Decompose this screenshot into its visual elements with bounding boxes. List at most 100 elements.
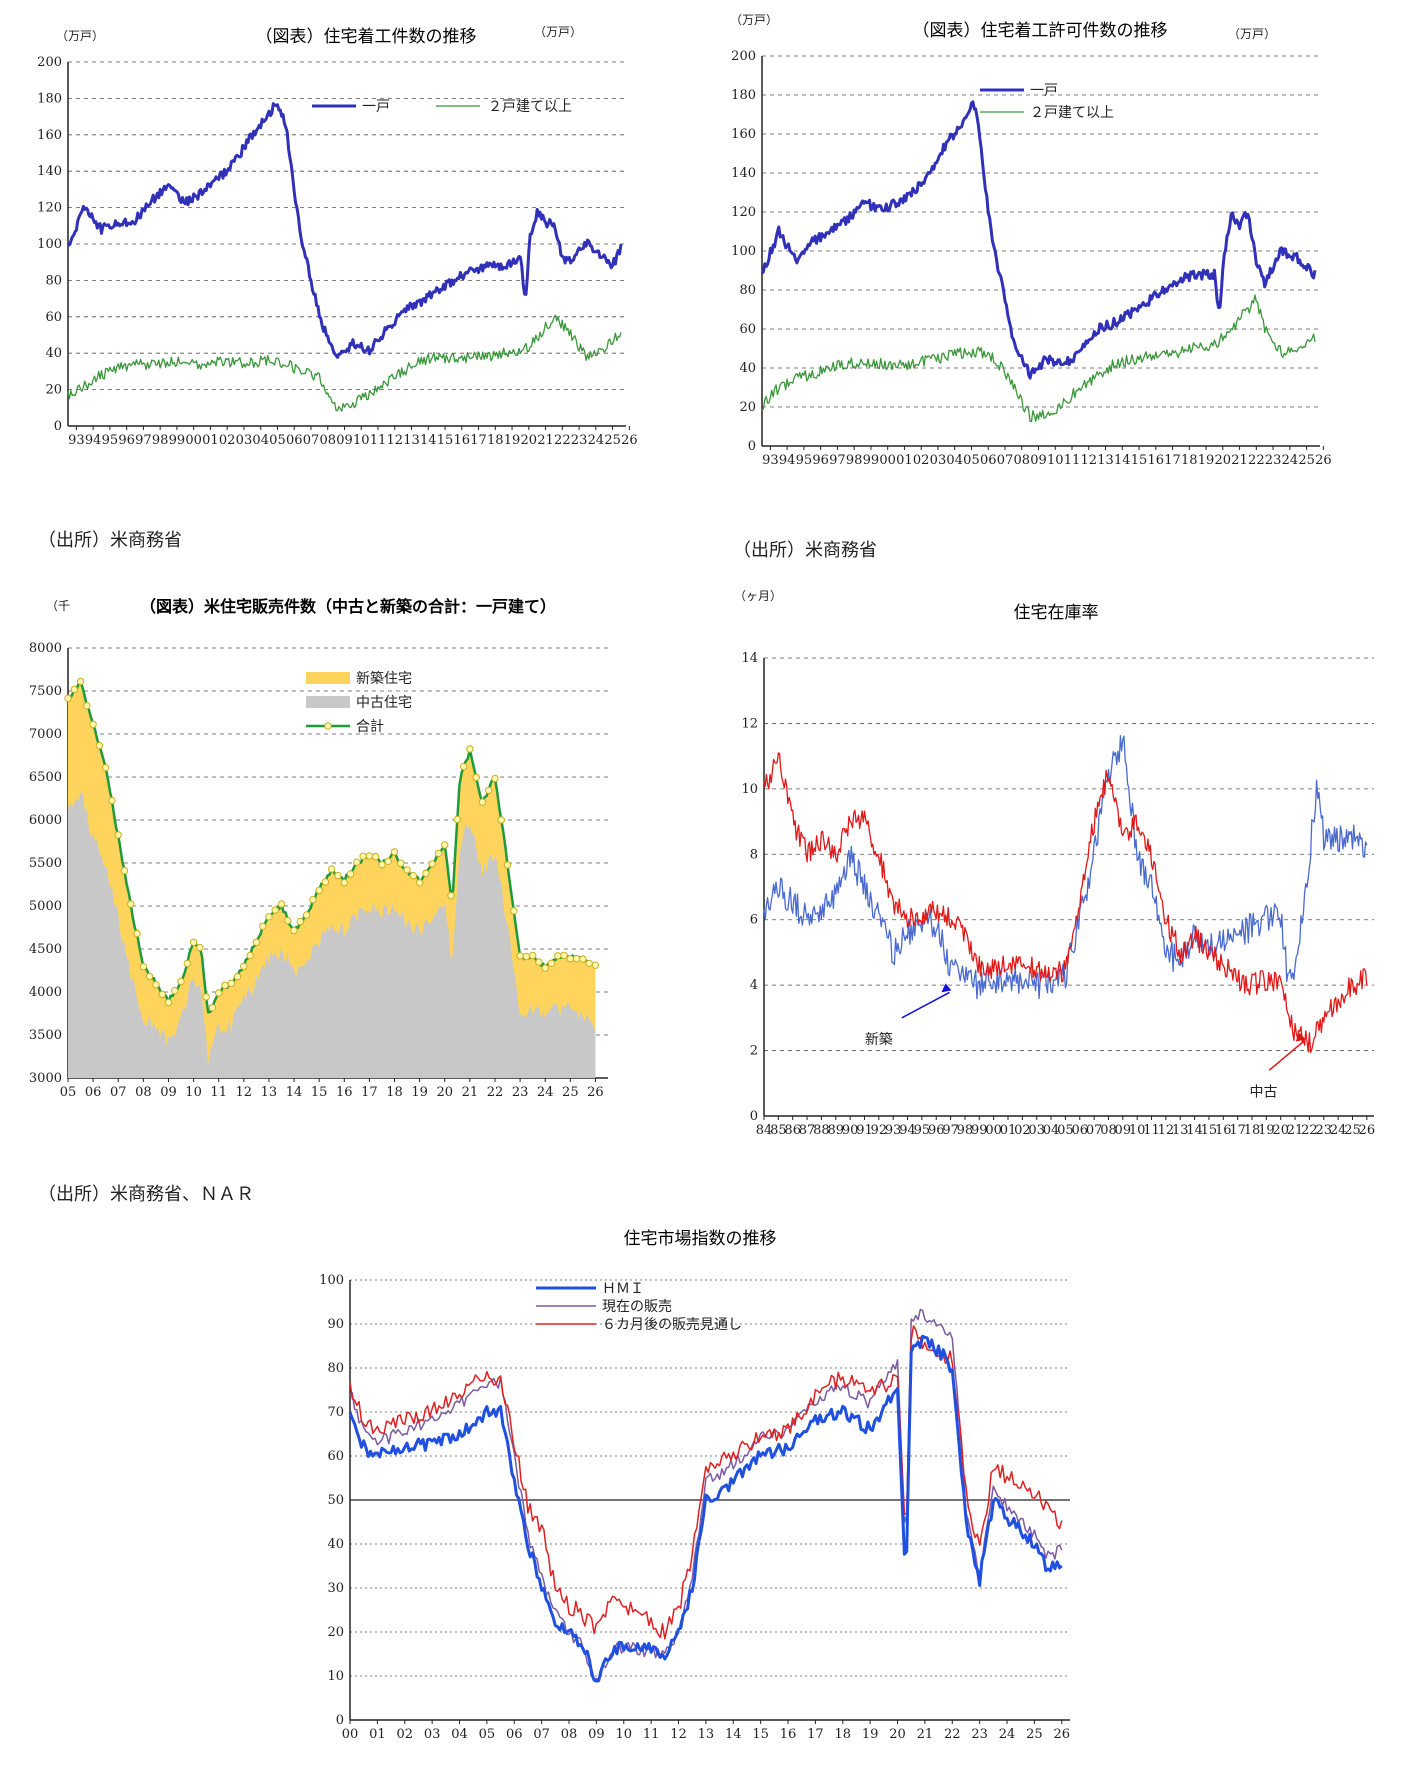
starts-xtick-label: 16 [454, 433, 471, 448]
sales-total-marker [522, 952, 531, 961]
sales-total-marker [114, 831, 122, 839]
sales-xtick-label: 22 [487, 1085, 504, 1100]
housing-starts-chart: 0 20 40 60 80 100 120 140 160 180 200 93 94 95 96 97 98 9… [36, 10, 676, 470]
starts-unit-right: （万戸） [534, 25, 582, 39]
sales-ytick-label: 8000 [29, 641, 62, 656]
inventory-annotation-arrow-1 [1268, 1040, 1305, 1071]
sales-total-marker [428, 860, 436, 868]
sales-total-marker [259, 922, 267, 930]
inventory-xtick-label: 90 [842, 1123, 859, 1138]
sales-ytick-label: 7000 [29, 727, 62, 742]
sales-total-marker [541, 964, 549, 972]
sales-ytick-label: 4500 [29, 942, 62, 957]
hmi-xtick-label: 22 [944, 1727, 961, 1742]
inventory-xtick-label: 88 [813, 1123, 830, 1138]
sales-total-marker [196, 943, 204, 952]
sales-xtick-label: 18 [386, 1085, 403, 1100]
sales-total-marker [290, 926, 298, 935]
inventory-xtick-label: 05 [1057, 1123, 1074, 1138]
starts-xtick-label: 11 [370, 433, 387, 448]
starts-xtick-label: 04 [252, 433, 269, 448]
permits-xtick-label: 03 [930, 453, 947, 468]
sales-total-marker [591, 961, 600, 969]
sales-xtick-label: 06 [85, 1085, 102, 1100]
hmi-ytick-label: 30 [327, 1581, 344, 1596]
sales-total-marker [497, 816, 505, 824]
sales-xtick-label: 10 [185, 1085, 202, 1100]
inventory-xtick-label: 02 [1014, 1123, 1031, 1138]
sales-legend-label-0: 新築住宅 [356, 671, 412, 687]
sales-total-marker [158, 990, 166, 999]
inventory-ytick-label: 4 [750, 978, 758, 993]
sales-ytick-label: 3000 [29, 1071, 62, 1086]
hmi-ytick-label: 90 [327, 1317, 344, 1332]
inventory-annotation-arrowhead-0 [941, 983, 952, 993]
starts-xtick-label: 20 [521, 433, 538, 448]
sales-unit-left: （千 [46, 599, 70, 613]
permits-ytick-label: 100 [731, 244, 756, 259]
inventory-xtick-label: 03 [1028, 1123, 1045, 1138]
sales-xtick-label: 14 [286, 1085, 303, 1100]
starts-xtick-label: 95 [102, 433, 119, 448]
permits-source-note: （出所）米商務省 [733, 540, 877, 561]
hmi-xtick-label: 18 [835, 1727, 852, 1742]
inventory-xtick-label: 93 [885, 1123, 902, 1138]
inventory-xtick-label: 85 [770, 1123, 787, 1138]
sales-total-marker [246, 951, 254, 960]
inventory-ytick-label: 12 [741, 716, 758, 731]
hmi-ytick-label: 20 [327, 1625, 344, 1640]
sales-xtick-label: 25 [562, 1085, 579, 1100]
starts-legend-label-1: ２戸建て以上 [488, 99, 572, 115]
starts-xtick-label: 94 [85, 433, 102, 448]
inventory-xtick-label: 23 [1315, 1123, 1332, 1138]
inventory-xtick-label: 07 [1086, 1123, 1103, 1138]
permits-xtick-label: 22 [1248, 453, 1265, 468]
sales-total-marker [441, 841, 449, 849]
permits-unit-right: （万戸） [1228, 27, 1276, 41]
sales-total-marker [252, 938, 261, 946]
sales-total-marker [271, 906, 279, 914]
inventory-title: 住宅在庫率 [1014, 603, 1099, 623]
home-sales-chart: 3000 3500 4000 4500 5000 5500 6000 6500 7000 7500… [29, 590, 676, 1150]
permits-xtick-label: 94 [779, 453, 796, 468]
starts-ytick-label: 80 [45, 273, 62, 288]
starts-unit-left: （万戸） [56, 29, 104, 43]
starts-xtick-label: 03 [236, 433, 253, 448]
sales-total-marker [120, 867, 129, 875]
sales-total-marker [83, 702, 91, 710]
sales-total-marker [579, 955, 587, 963]
sales-total-marker [321, 878, 330, 886]
permits-xtick-label: 04 [946, 453, 963, 468]
inventory-xtick-label: 08 [1100, 1123, 1117, 1138]
inventory-xtick-label: 87 [799, 1123, 816, 1138]
inventory-xtick-label: 14 [1186, 1123, 1203, 1138]
sales-total-marker [466, 745, 474, 753]
sales-xtick-label: 15 [311, 1085, 328, 1100]
permits-ytick-label: 180 [731, 88, 756, 103]
permits-xtick-label: 11 [1064, 453, 1081, 468]
sales-existing-homes-area [68, 793, 596, 1078]
sales-total-marker [478, 798, 487, 806]
starts-xtick-label: 17 [470, 433, 487, 448]
inventory-xtick-label: 96 [928, 1123, 945, 1138]
sales-total-marker [359, 852, 367, 860]
sales-total-marker [133, 929, 141, 938]
sales-total-marker [64, 694, 72, 703]
starts-ytick-label: 100 [37, 237, 62, 252]
sales-xtick-label: 05 [60, 1085, 77, 1100]
sales-total-marker [95, 741, 104, 750]
sales-total-marker [516, 952, 524, 960]
hmi-xtick-label: 12 [670, 1727, 687, 1742]
permits-ytick-label: 140 [731, 166, 756, 181]
inventory-xtick-label: 00 [985, 1123, 1002, 1138]
sales-legend-label-2: 合計 [356, 719, 384, 735]
starts-xtick-label: 06 [286, 433, 303, 448]
permits-xtick-label: 14 [1114, 453, 1131, 468]
hmi-axes: 0 10 20 30 40 50 60 70 80 90 100 00 01 02 03 04 05 06 07 08… [319, 1273, 1070, 1742]
starts-xtick-label: 98 [152, 433, 169, 448]
inventory-xtick-label: 25 [1344, 1123, 1361, 1138]
inventory-annotation-label-0: 新築 [865, 1032, 893, 1048]
permits-xtick-label: 25 [1298, 453, 1315, 468]
permits-legend-label-0: 一戸 [1030, 83, 1058, 99]
sales-xtick-label: 21 [462, 1085, 479, 1100]
